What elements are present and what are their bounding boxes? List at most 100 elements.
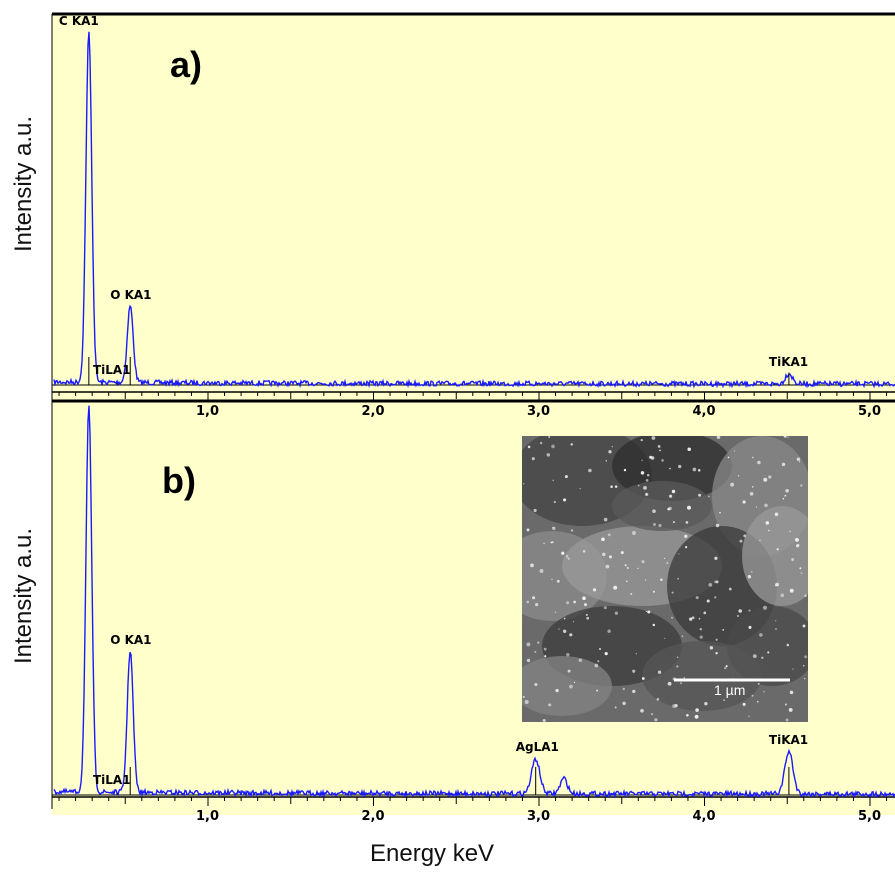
peak-label: C KA1 — [58, 14, 99, 28]
sem-particle — [594, 663, 599, 668]
sem-particle — [748, 625, 752, 629]
sem-particle — [646, 473, 650, 477]
sem-particle — [804, 655, 807, 659]
sem-particle — [650, 712, 654, 716]
sem-particle — [573, 600, 576, 604]
sem-particle — [532, 596, 536, 600]
sem-grain — [612, 481, 712, 531]
sem-particle — [723, 699, 726, 702]
panel-b-ylabel: Intensity a.u. — [10, 527, 37, 665]
sem-particle — [585, 613, 588, 616]
panel-b-label: b) — [162, 460, 196, 501]
peak-label: TiLA1 — [92, 363, 131, 377]
sem-particle — [783, 436, 787, 438]
sem-particle — [652, 590, 655, 593]
sem-particle — [784, 494, 787, 497]
sem-particle — [674, 704, 678, 708]
sem-particle — [526, 528, 530, 532]
sem-particle — [582, 596, 586, 601]
sem-particle — [522, 695, 525, 698]
x-axis-label: Energy keV — [370, 840, 495, 867]
sem-particle — [781, 462, 786, 467]
sem-particle — [727, 456, 730, 459]
sem-particle — [689, 617, 693, 621]
sem-particle — [716, 436, 721, 439]
sem-particle — [715, 651, 718, 655]
sem-particle — [652, 509, 656, 513]
sem-particle — [724, 666, 727, 670]
sem-particle — [804, 678, 806, 680]
sem-particle — [645, 479, 649, 482]
sem-particle — [614, 611, 619, 615]
sem-particle — [788, 707, 793, 712]
sem-particle — [692, 467, 697, 472]
sem-particle — [803, 665, 805, 667]
sem-particle — [798, 461, 801, 463]
sem-particle — [763, 477, 768, 482]
sem-particle — [640, 438, 643, 442]
sem-particle — [752, 654, 757, 659]
sem-particle — [551, 578, 553, 581]
sem-particle — [603, 517, 608, 522]
sem-particle — [651, 436, 656, 440]
sem-particle — [607, 629, 611, 633]
sem-particle — [546, 453, 551, 457]
sem-particle — [542, 718, 546, 722]
sem-particle — [605, 564, 610, 569]
sem-particle — [730, 692, 733, 694]
sem-particle — [534, 682, 538, 687]
sem-particle — [694, 714, 699, 719]
sem-particle — [714, 556, 718, 560]
sem-particle — [676, 656, 679, 659]
sem-particle — [791, 558, 795, 561]
sem-particle — [767, 651, 770, 654]
sem-particle — [641, 677, 645, 680]
sem-particle — [563, 617, 566, 620]
sem-particle — [767, 529, 770, 532]
sem-particle — [601, 537, 605, 542]
sem-particle — [630, 592, 633, 596]
panel-a-label: a) — [170, 44, 203, 85]
x-tick-label: 5,0 — [858, 404, 882, 419]
x-tick-label: 4,0 — [692, 809, 716, 824]
sem-particle — [780, 593, 785, 598]
sem-particle — [650, 456, 655, 460]
sem-particle — [526, 658, 531, 663]
sem-particle — [764, 503, 768, 508]
sem-particle — [715, 638, 718, 641]
sem-particle — [659, 449, 661, 452]
sem-particle — [530, 563, 534, 568]
sem-particle — [552, 526, 556, 531]
sem-particle — [743, 534, 747, 538]
sem-particle — [755, 506, 757, 508]
sem-particle — [579, 487, 581, 490]
sem-particle — [567, 557, 570, 560]
sem-particle — [656, 698, 660, 701]
sem-particle — [751, 571, 753, 573]
sem-particle — [714, 580, 717, 584]
panel-a-ylabel: Intensity a.u. — [10, 115, 37, 253]
sem-particle — [554, 611, 557, 614]
sem-particle — [757, 460, 761, 465]
sem-particle — [586, 616, 590, 620]
sem-particle — [609, 555, 612, 559]
sem-particle — [657, 670, 662, 674]
sem-particle — [569, 684, 573, 689]
sem-particle — [657, 444, 661, 448]
sem-particle — [572, 621, 575, 623]
x-tick-label: 1,0 — [196, 404, 220, 419]
sem-particle — [775, 620, 777, 622]
sem-particle — [565, 554, 569, 558]
sem-particle — [709, 646, 714, 650]
sem-particle — [800, 572, 803, 574]
sem-particle — [551, 541, 554, 544]
sem-particle — [570, 529, 574, 532]
sem-particle — [652, 623, 656, 627]
peak-label: AgLA1 — [515, 740, 559, 755]
sem-particle — [524, 700, 529, 704]
sem-particle — [763, 691, 765, 693]
sem-particle — [605, 460, 608, 462]
sem-particle — [776, 548, 779, 551]
sem-particle — [626, 580, 628, 583]
sem-particle — [607, 533, 611, 537]
